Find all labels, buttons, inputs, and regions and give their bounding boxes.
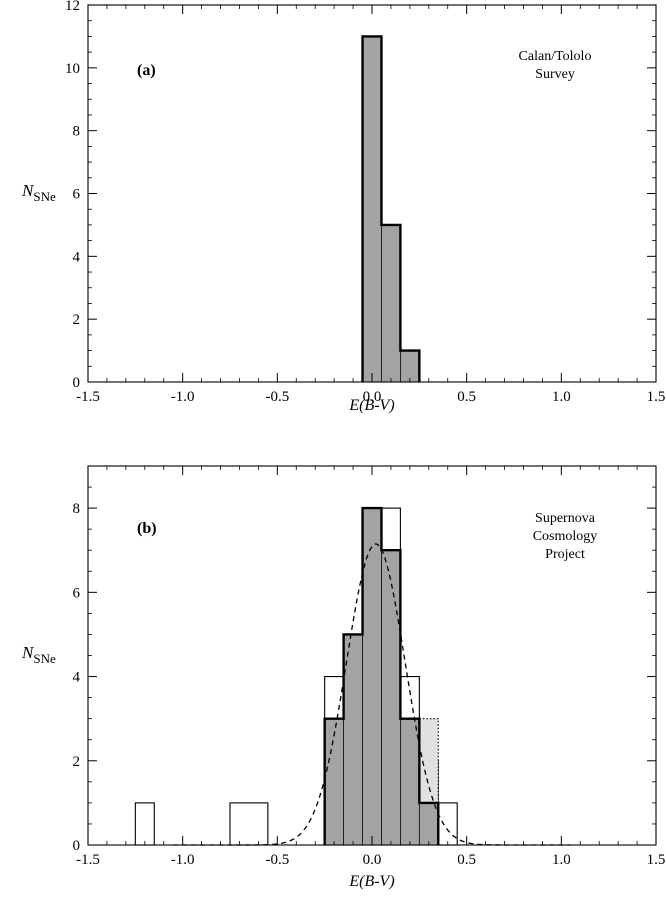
panel-annotation: Calan/Tololo Survey [519, 49, 592, 82]
x-tick-label: -1.5 [76, 389, 100, 405]
histogram-bar [324, 718, 344, 845]
histogram-series-filled-dark [323, 506, 440, 845]
y-tick-label: 8 [73, 124, 81, 140]
annotation-line: Calan/Tololo [519, 49, 592, 64]
y-tick-label: 8 [73, 501, 81, 517]
y-tick-label: 4 [73, 670, 81, 686]
x-tick-label: 0.5 [457, 852, 476, 868]
panel-label: (a) [137, 62, 156, 79]
y-axis-title: NSNe [21, 643, 56, 666]
y-axis-title-sub: SNe [33, 189, 56, 204]
y-axis-title-main: N [21, 643, 35, 662]
histogram-bar [134, 802, 155, 846]
y-tick-label: 0 [73, 375, 81, 391]
histogram-bar [229, 802, 269, 846]
y-tick-label: 4 [73, 249, 81, 265]
chart-panel-a: -1.5 -1.0 -0.5 0.0 0.5 1.0 1.5 0 2 4 6 8 10 12 E(B-V) N… [21, 0, 665, 414]
histogram-bar [381, 550, 401, 845]
x-tick-label: 1.5 [647, 389, 666, 405]
histogram-bar [400, 718, 420, 845]
y-tick-label: 2 [73, 754, 81, 770]
histogram-bar [400, 350, 420, 382]
x-axis-title: E(B-V) [348, 397, 394, 414]
y-axis-title: NSNe [21, 181, 56, 204]
x-tick-label: -0.5 [265, 389, 289, 405]
x-tick-label: -1.0 [171, 389, 195, 405]
histogram-outline [323, 506, 440, 845]
annotation-line: Project [545, 547, 585, 562]
y-tick-label: 12 [65, 0, 80, 14]
histogram-bar [362, 36, 382, 383]
panel-annotation: Supernova Cosmology Project [533, 511, 598, 562]
histogram-bar [381, 224, 401, 382]
x-tick-label: 0.0 [363, 852, 382, 868]
histogram-bar [343, 634, 363, 845]
x-tick-label: 1.0 [552, 389, 571, 405]
x-tick-label: -0.5 [265, 852, 289, 868]
y-tick-label: 2 [73, 312, 81, 328]
x-tick-label: 0.5 [457, 389, 476, 405]
y-tick-label: 6 [73, 187, 81, 203]
histogram-bar [437, 802, 458, 846]
x-axis-title: E(B-V) [348, 873, 394, 890]
panel-label: (b) [137, 520, 157, 537]
x-axis: -1.5 -1.0 -0.5 0.0 0.5 1.0 1.5 [76, 5, 665, 405]
y-tick-label: 6 [73, 585, 81, 601]
y-tick-label: 0 [73, 838, 81, 854]
annotation-line: Survey [535, 67, 575, 82]
x-axis: -1.5 -1.0 -0.5 0.0 0.5 1.0 1.5 [76, 466, 665, 868]
y-axis: 0 2 4 6 8 [73, 465, 656, 854]
histogram-outline [361, 35, 421, 382]
histogram-bar [362, 508, 382, 845]
x-tick-label: -1.5 [76, 852, 100, 868]
annotation-line: Supernova [535, 511, 596, 526]
x-tick-label: 1.5 [647, 852, 666, 868]
x-tick-label: -1.0 [171, 852, 195, 868]
y-axis: 0 2 4 6 8 10 12 [65, 0, 656, 391]
y-axis-title-main: N [21, 181, 35, 200]
histogram-series-filled-dark [361, 35, 421, 383]
y-axis-title-sub: SNe [33, 651, 56, 666]
x-tick-label: 0.0 [363, 389, 382, 405]
x-tick-label: 1.0 [552, 852, 571, 868]
annotation-line: Cosmology [533, 529, 598, 544]
chart-panel-b: -1.5 -1.0 -0.5 0.0 0.5 1.0 1.5 0 2 4 6 8 E(B-V) NSNe (… [21, 465, 665, 890]
y-tick-label: 10 [65, 61, 80, 77]
histogram-bar [419, 802, 439, 845]
